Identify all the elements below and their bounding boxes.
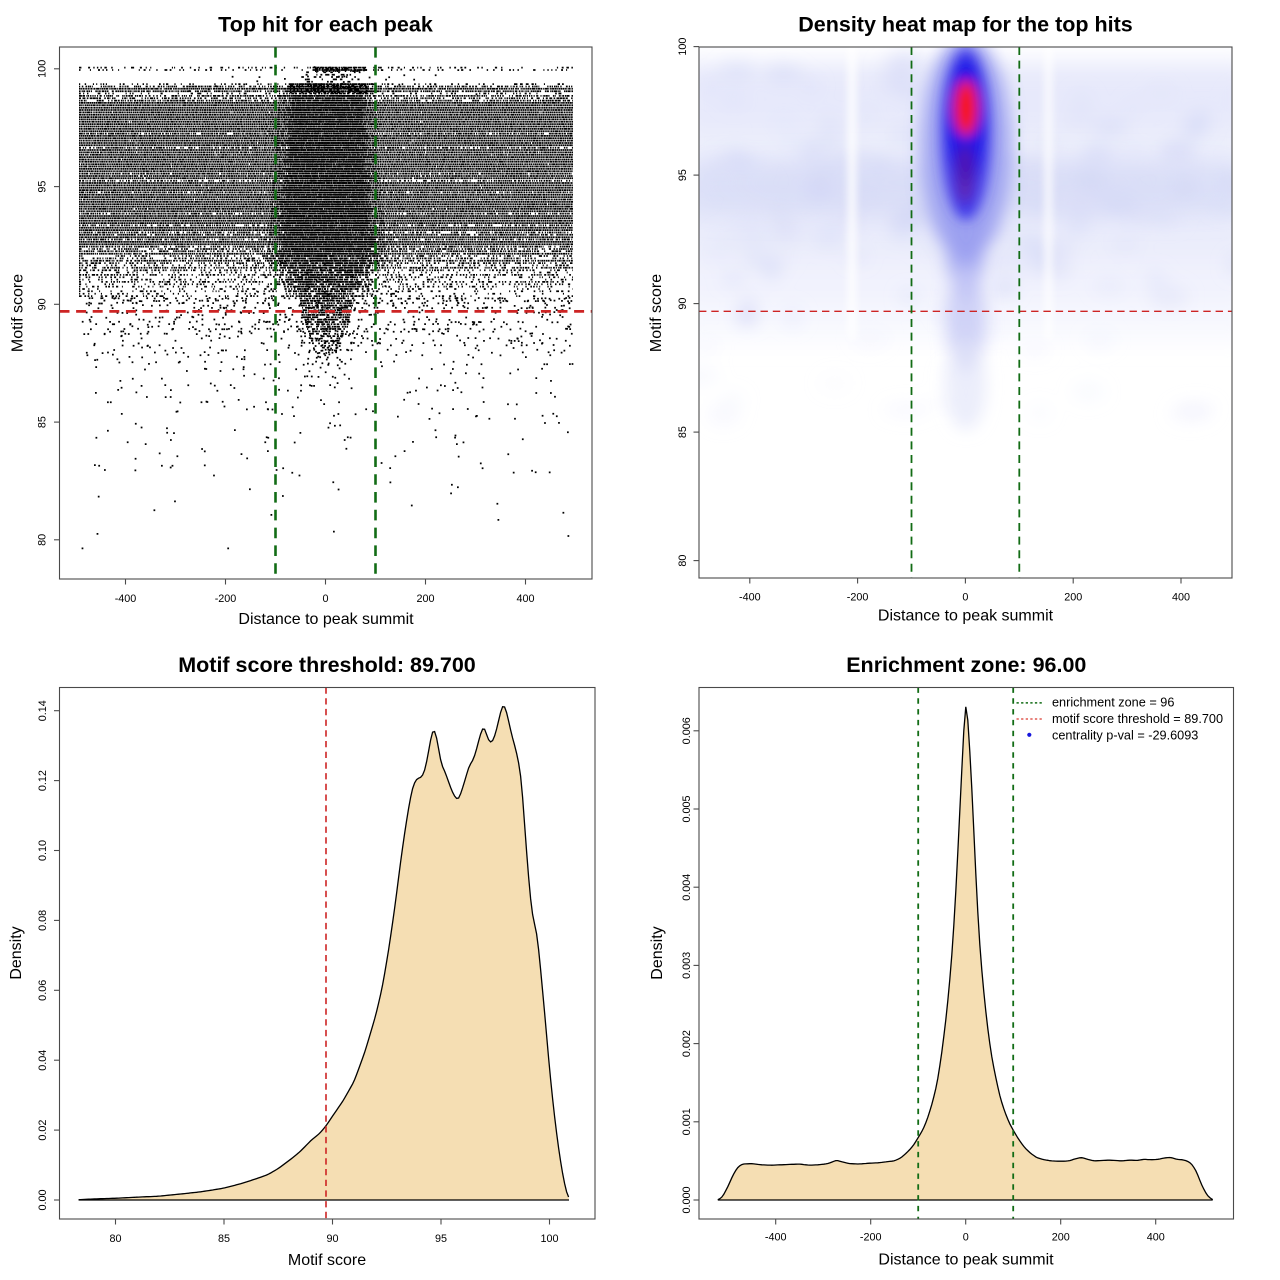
svg-text:200: 200 [1052, 1232, 1070, 1244]
svg-text:Motif score: Motif score [9, 274, 26, 352]
svg-text:95: 95 [435, 1233, 447, 1245]
svg-text:-400: -400 [739, 592, 761, 604]
svg-text:80: 80 [36, 534, 48, 546]
svg-text:Density: Density [649, 926, 666, 979]
svg-text:85: 85 [218, 1233, 230, 1245]
svg-text:0.10: 0.10 [37, 840, 49, 861]
svg-text:0.08: 0.08 [37, 910, 49, 931]
svg-text:Top hit for each peak: Top hit for each peak [218, 13, 433, 37]
svg-text:-400: -400 [115, 593, 137, 605]
svg-text:Distance to peak summit: Distance to peak summit [878, 1252, 1054, 1269]
svg-text:100: 100 [540, 1233, 558, 1245]
svg-text:200: 200 [416, 593, 434, 605]
svg-text:200: 200 [1064, 592, 1082, 604]
svg-text:Distance to peak summit: Distance to peak summit [238, 611, 414, 628]
svg-text:0.004: 0.004 [681, 874, 693, 901]
svg-text:0.02: 0.02 [37, 1120, 49, 1141]
svg-text:Motif score threshold: 89.700: Motif score threshold: 89.700 [178, 653, 476, 677]
svg-text:95: 95 [677, 169, 689, 181]
svg-text:85: 85 [36, 416, 48, 428]
svg-text:Enrichment zone: 96.00: Enrichment zone: 96.00 [846, 653, 1086, 677]
svg-text:Motif score: Motif score [648, 274, 665, 352]
svg-text:100: 100 [677, 38, 689, 56]
svg-text:-200: -200 [847, 592, 869, 604]
svg-text:-400: -400 [765, 1232, 787, 1244]
svg-text:Motif score: Motif score [288, 1252, 366, 1269]
svg-text:90: 90 [677, 298, 689, 310]
svg-text:-200: -200 [215, 593, 237, 605]
svg-text:0.003: 0.003 [681, 952, 693, 979]
svg-text:motif score threshold = 89.700: motif score threshold = 89.700 [1052, 712, 1223, 726]
svg-text:400: 400 [1147, 1232, 1165, 1244]
svg-text:400: 400 [516, 593, 534, 605]
svg-text:90: 90 [36, 298, 48, 310]
svg-text:0.006: 0.006 [681, 717, 693, 744]
svg-text:0.04: 0.04 [37, 1050, 49, 1071]
svg-text:0.14: 0.14 [37, 700, 49, 721]
svg-text:85: 85 [677, 426, 689, 438]
svg-text:0: 0 [962, 592, 968, 604]
svg-text:100: 100 [36, 60, 48, 78]
svg-text:enrichment zone = 96: enrichment zone = 96 [1052, 696, 1174, 710]
svg-text:0.005: 0.005 [681, 795, 693, 822]
svg-text:Distance to peak summit: Distance to peak summit [878, 608, 1054, 625]
svg-text:Density heat map for the top h: Density heat map for the top hits [798, 13, 1133, 37]
svg-text:80: 80 [677, 555, 689, 567]
svg-text:0: 0 [963, 1232, 969, 1244]
svg-text:0.12: 0.12 [37, 770, 49, 791]
svg-text:0.001: 0.001 [681, 1108, 693, 1135]
svg-text:centrality p-val = -29.6093: centrality p-val = -29.6093 [1052, 728, 1198, 742]
svg-text:0: 0 [322, 593, 328, 605]
svg-text:0.00: 0.00 [37, 1189, 49, 1210]
svg-text:80: 80 [109, 1233, 121, 1245]
svg-text:Density: Density [8, 926, 25, 979]
svg-text:0.000: 0.000 [681, 1186, 693, 1213]
svg-text:-200: -200 [860, 1232, 882, 1244]
svg-text:0.002: 0.002 [681, 1030, 693, 1057]
svg-text:90: 90 [326, 1233, 338, 1245]
svg-text:0.06: 0.06 [37, 980, 49, 1001]
svg-text:95: 95 [36, 181, 48, 193]
svg-text:400: 400 [1172, 592, 1190, 604]
